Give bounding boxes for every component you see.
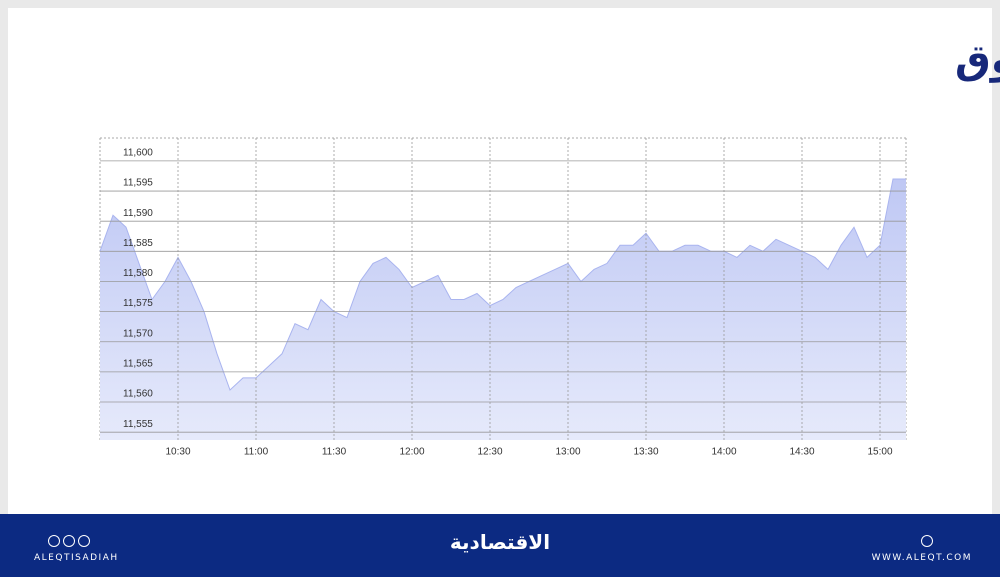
x-tick-label: 10:30 <box>165 447 190 458</box>
x-tick-label: 15:00 <box>867 447 892 458</box>
area-line <box>99 178 906 391</box>
y-tick-label: 11,580 <box>123 268 153 279</box>
y-tick-label: 11,560 <box>123 389 153 400</box>
x-tick-label: 14:00 <box>711 447 736 458</box>
x-tick-label: 13:00 <box>555 447 580 458</box>
handle: ALEQTISADIAH <box>34 553 119 563</box>
x-tick-label: 12:00 <box>399 447 424 458</box>
x-tick-label: 12:30 <box>477 447 502 458</box>
y-tick-label: 11,555 <box>123 419 153 430</box>
website: WWW.ALEQT.COM <box>871 553 972 563</box>
y-tick-label: 11,570 <box>123 328 153 339</box>
web-icon <box>921 532 936 551</box>
social-icons <box>48 532 93 551</box>
footer: ALEQTISADIAH الاقتصادية WWW.ALEQT.COM <box>0 514 1000 577</box>
x-tick-label: 13:30 <box>633 447 658 458</box>
y-tick-label: 11,595 <box>123 178 153 189</box>
y-tick-label: 11,565 <box>123 359 153 370</box>
x-tick-label: 11:30 <box>322 447 347 458</box>
y-tick-label: 11,590 <box>123 208 153 219</box>
brand-logo: الاقتصادية <box>449 530 551 554</box>
chart: مؤشر السوق 11,555 11,560 11,565 11,570 11,57… <box>99 37 1000 458</box>
y-tick-label: 11,600 <box>123 148 153 159</box>
y-tick-label: 11,575 <box>123 298 153 309</box>
x-tick-label: 11:00 <box>244 447 269 458</box>
x-tick-label: 14:30 <box>789 447 814 458</box>
chart-title: مؤشر السوق <box>955 37 1000 83</box>
area-fill <box>100 179 906 440</box>
y-tick-label: 11,585 <box>123 238 153 249</box>
